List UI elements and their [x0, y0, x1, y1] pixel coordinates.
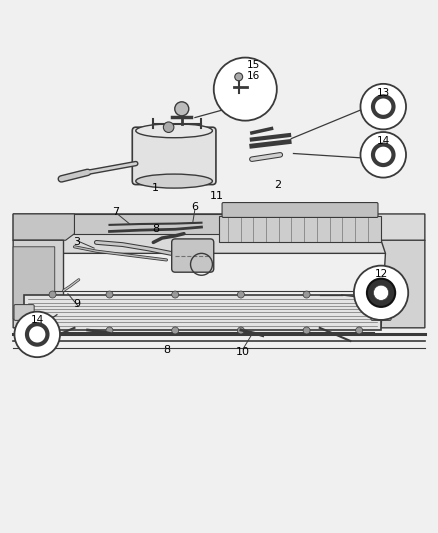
Polygon shape [24, 295, 381, 330]
Circle shape [237, 291, 244, 298]
Circle shape [374, 285, 389, 301]
FancyBboxPatch shape [371, 304, 391, 320]
FancyBboxPatch shape [14, 304, 34, 320]
Circle shape [303, 327, 310, 334]
Circle shape [172, 291, 179, 298]
Text: 12: 12 [374, 269, 388, 279]
Polygon shape [13, 214, 74, 240]
Polygon shape [13, 214, 425, 253]
Circle shape [237, 327, 244, 334]
Ellipse shape [136, 124, 212, 138]
Text: 1: 1 [152, 183, 159, 192]
Polygon shape [381, 240, 425, 328]
Text: 8: 8 [152, 224, 159, 235]
Circle shape [354, 265, 408, 320]
Circle shape [49, 291, 56, 298]
Text: 11: 11 [210, 191, 224, 201]
Text: 10: 10 [236, 347, 250, 357]
Circle shape [367, 279, 395, 307]
Circle shape [214, 58, 277, 120]
FancyBboxPatch shape [132, 127, 216, 184]
Text: 7: 7 [113, 207, 120, 217]
Text: 3: 3 [73, 237, 80, 247]
Polygon shape [66, 214, 372, 233]
Polygon shape [13, 247, 55, 319]
Circle shape [175, 102, 189, 116]
Circle shape [106, 327, 113, 334]
Circle shape [49, 327, 56, 334]
FancyBboxPatch shape [222, 203, 378, 217]
Circle shape [163, 122, 174, 133]
Circle shape [356, 327, 363, 334]
Text: 9: 9 [73, 298, 80, 309]
Text: 2: 2 [275, 181, 282, 190]
Polygon shape [219, 216, 381, 243]
Circle shape [356, 291, 363, 298]
Circle shape [360, 132, 406, 177]
Text: 13: 13 [377, 87, 390, 98]
Text: 14: 14 [31, 315, 44, 325]
Circle shape [106, 291, 113, 298]
Circle shape [235, 73, 243, 81]
Circle shape [172, 327, 179, 334]
Text: 15
16: 15 16 [247, 60, 260, 81]
Text: 6: 6 [191, 203, 198, 212]
Text: 8: 8 [163, 345, 170, 355]
Ellipse shape [136, 174, 212, 188]
Circle shape [303, 291, 310, 298]
Circle shape [14, 312, 60, 357]
Circle shape [360, 84, 406, 130]
Polygon shape [13, 240, 64, 328]
Text: 14: 14 [377, 136, 390, 146]
FancyBboxPatch shape [172, 239, 214, 272]
